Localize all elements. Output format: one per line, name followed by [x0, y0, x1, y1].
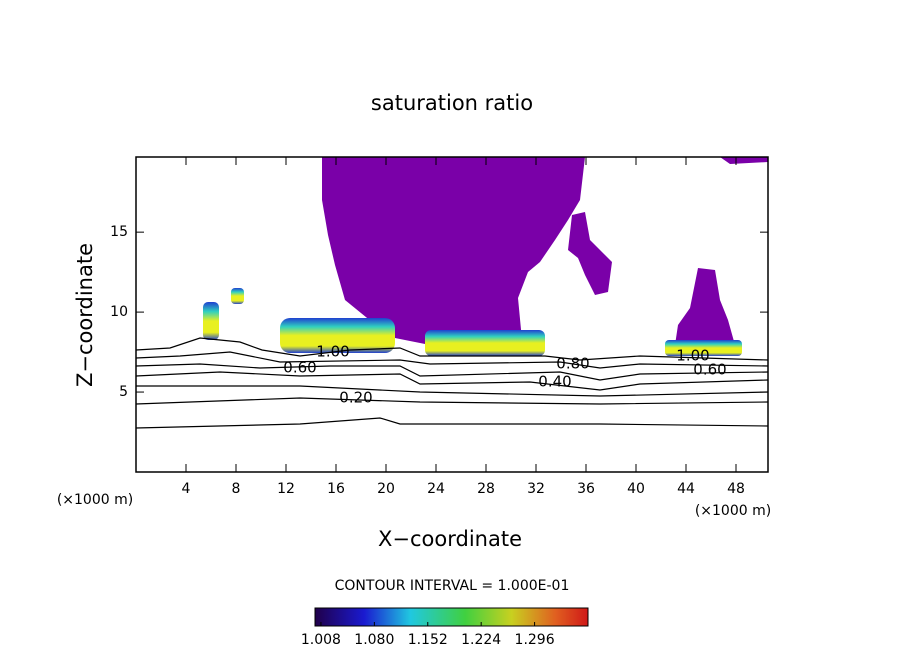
- x-tick-label: 32: [527, 481, 545, 497]
- contour-line: [136, 371, 768, 391]
- contour-line: [136, 363, 768, 381]
- plot-frame: [135, 156, 769, 473]
- y-tick-label: 15: [110, 224, 128, 240]
- plot-area: [136, 157, 768, 429]
- x-tick-label: 8: [232, 481, 241, 497]
- contour-label: 0.40: [538, 373, 571, 391]
- x-scale-label: (×1000 m): [695, 503, 771, 519]
- supersaturated-region: [568, 212, 612, 295]
- y-axis-label: Z−coordinate: [73, 243, 97, 387]
- x-tick-label: 20: [377, 481, 395, 497]
- contour-label: 0.80: [556, 355, 589, 373]
- x-tick-label: 4: [182, 481, 191, 497]
- contour-line: [136, 417, 768, 429]
- colorbar-tick-label: 1.080: [354, 632, 394, 648]
- x-axis-label: X−coordinate: [378, 527, 522, 551]
- supersaturated-region: [675, 268, 735, 345]
- contour-label: 1.00: [316, 343, 349, 361]
- x-tick-label: 12: [277, 481, 295, 497]
- contour-line: [136, 351, 768, 369]
- contour-label: 0.60: [693, 361, 726, 379]
- supersaturated-region: [322, 157, 585, 345]
- x-tick-label: 48: [727, 481, 745, 497]
- x-tick-label: 40: [627, 481, 645, 497]
- contour-line: [136, 385, 768, 397]
- contour-interval: CONTOUR INTERVAL = 1.000E-01: [335, 578, 570, 594]
- colorbar-tick-label: 1.224: [461, 632, 501, 648]
- y-tick-label: 5: [119, 384, 128, 400]
- y-scale-label: (×1000 m): [57, 492, 133, 508]
- cloud-region: [425, 330, 545, 356]
- x-tick-label: 44: [677, 481, 695, 497]
- contour-label: 0.20: [339, 389, 372, 407]
- x-tick-label: 16: [327, 481, 345, 497]
- contour-label: 1.00: [676, 347, 709, 365]
- colorbar: [314, 607, 589, 627]
- x-tick-label: 36: [577, 481, 595, 497]
- cloud-region: [203, 302, 219, 340]
- colorbar-tick-label: 1.296: [515, 632, 555, 648]
- chart-title: saturation ratio: [371, 91, 533, 115]
- supersaturated-region: [720, 157, 768, 164]
- colorbar-tick-label: 1.152: [408, 632, 448, 648]
- cloud-region: [280, 318, 395, 353]
- contour-line: [136, 397, 768, 405]
- y-tick-label: 10: [110, 304, 128, 320]
- cloud-region: [231, 288, 244, 304]
- cloud-region: [665, 340, 742, 356]
- contour-line: [136, 337, 768, 361]
- contour-label: 0.60: [283, 359, 316, 377]
- x-tick-label: 24: [427, 481, 445, 497]
- colorbar-tick-label: 1.008: [301, 632, 341, 648]
- x-tick-label: 28: [477, 481, 495, 497]
